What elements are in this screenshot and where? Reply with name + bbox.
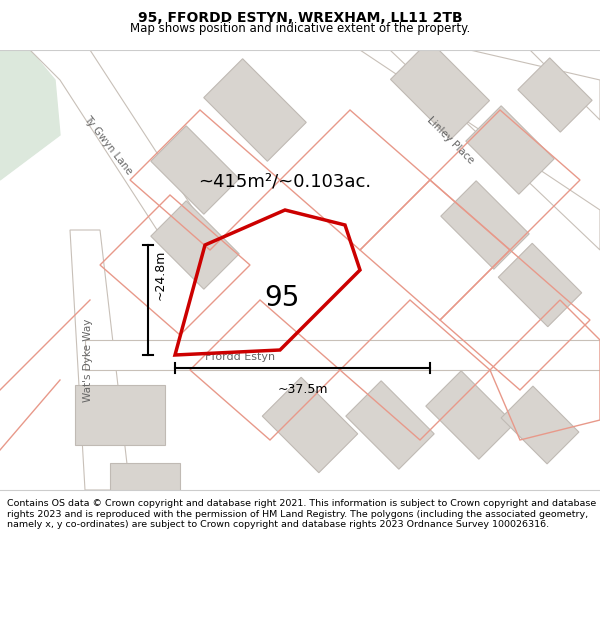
Polygon shape bbox=[75, 385, 165, 445]
Text: ~415m²/~0.103ac.: ~415m²/~0.103ac. bbox=[199, 172, 371, 190]
Text: ~24.8m: ~24.8m bbox=[154, 249, 167, 300]
Polygon shape bbox=[470, 50, 600, 120]
Polygon shape bbox=[151, 201, 239, 289]
Polygon shape bbox=[501, 386, 579, 464]
Text: 95: 95 bbox=[265, 284, 299, 312]
Polygon shape bbox=[85, 340, 600, 370]
Text: ~37.5m: ~37.5m bbox=[277, 383, 328, 396]
Polygon shape bbox=[262, 378, 358, 472]
Polygon shape bbox=[518, 58, 592, 132]
Polygon shape bbox=[498, 243, 582, 327]
Polygon shape bbox=[426, 371, 514, 459]
Text: Ffordd Estyn: Ffordd Estyn bbox=[205, 352, 275, 362]
Polygon shape bbox=[30, 50, 220, 250]
Polygon shape bbox=[466, 106, 554, 194]
Polygon shape bbox=[0, 50, 60, 180]
Text: Ty Gwyn Lane: Ty Gwyn Lane bbox=[82, 114, 134, 176]
Text: Map shows position and indicative extent of the property.: Map shows position and indicative extent… bbox=[130, 22, 470, 35]
Polygon shape bbox=[110, 462, 180, 498]
Polygon shape bbox=[346, 381, 434, 469]
Text: Contains OS data © Crown copyright and database right 2021. This information is : Contains OS data © Crown copyright and d… bbox=[7, 499, 596, 529]
Polygon shape bbox=[151, 126, 239, 214]
Text: 95, FFORDD ESTYN, WREXHAM, LL11 2TB: 95, FFORDD ESTYN, WREXHAM, LL11 2TB bbox=[137, 11, 463, 25]
Polygon shape bbox=[391, 41, 490, 139]
Polygon shape bbox=[330, 50, 600, 250]
Polygon shape bbox=[204, 59, 306, 161]
Text: Linley Place: Linley Place bbox=[425, 114, 475, 166]
Text: Wat's Dyke Way: Wat's Dyke Way bbox=[83, 318, 93, 402]
Polygon shape bbox=[70, 230, 130, 490]
Polygon shape bbox=[441, 181, 529, 269]
